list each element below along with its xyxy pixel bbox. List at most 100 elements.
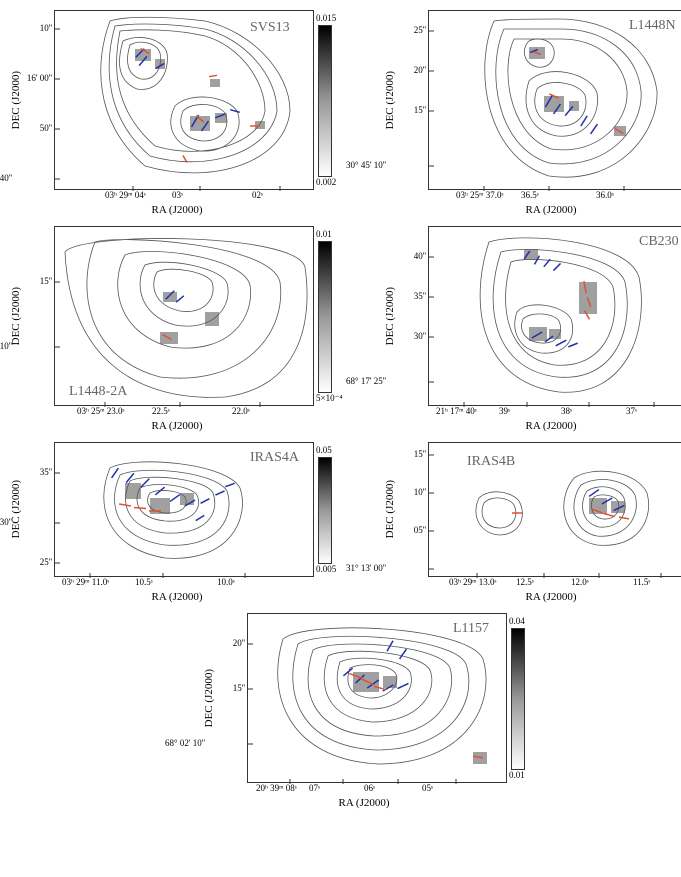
x-tick-label: 36.5ˢ: [521, 190, 539, 200]
x-axis-label: RA (J2000): [525, 420, 576, 432]
y-tick-label: 35'': [40, 467, 52, 477]
y-tick-label: 31° 13' 30'': [0, 517, 52, 527]
colorbar-max: 0.015: [316, 13, 336, 23]
colorbar: 0.050.005: [318, 442, 332, 577]
colorbar-min: 0.005: [316, 564, 336, 574]
colorbar: 0.040.01: [511, 613, 525, 783]
data-pixel: [163, 292, 177, 302]
chart-panel-l1448-2a: L1448-2A: [54, 226, 314, 406]
y-tick-label: 10'': [40, 23, 52, 33]
y-axis-label: DEC (J2000): [384, 71, 396, 129]
colorbar-max: 0.05: [316, 445, 332, 455]
polarization-vector: [201, 499, 210, 504]
y-axis-label: DEC (J2000): [384, 287, 396, 345]
contour: [109, 24, 277, 162]
colorbar: 0.0150.002: [318, 10, 332, 190]
polarization-vector: [170, 495, 180, 502]
polarization-vector: [619, 517, 629, 519]
polarization-vector: [225, 483, 234, 486]
y-tick-label: 25'': [40, 557, 52, 567]
contour: [485, 19, 657, 177]
y-axis-label: DEC (J2000): [10, 71, 22, 129]
y-tick-label: 50'': [40, 123, 52, 133]
polarization-vector: [112, 468, 119, 478]
y-tick-label: 35'': [414, 291, 426, 301]
data-pixel: [205, 312, 219, 326]
colorbar-min: 0.002: [316, 177, 336, 187]
colorbar-max: 0.01: [316, 229, 332, 239]
y-tick-label: 15'': [40, 276, 52, 286]
y-axis-label: DEC (J2000): [203, 669, 215, 727]
x-tick-label: 22.0ˢ: [232, 406, 250, 416]
y-tick-label: 10'': [414, 487, 426, 497]
contour: [506, 259, 615, 365]
panel-title: SVS13: [250, 20, 290, 35]
x-axis-label: RA (J2000): [338, 797, 389, 809]
y-tick-label: 68° 02' 10'': [165, 738, 245, 748]
polarization-vector: [215, 491, 224, 495]
contour: [114, 470, 229, 545]
panel-title: IRAS4B: [467, 454, 515, 469]
y-tick-label: 20'': [233, 638, 245, 648]
y-tick-label: 15'': [414, 105, 426, 115]
x-tick-label: 10.5ˢ: [135, 577, 153, 587]
chart-panel-svs13: SVS13: [54, 10, 314, 190]
x-tick-label: 39ˢ: [499, 406, 510, 416]
x-tick-label: 21ʰ 17ᵐ 40ˢ: [436, 406, 477, 416]
y-axis-label: DEC (J2000): [10, 480, 22, 538]
polarization-vector: [176, 296, 184, 302]
x-tick-label: 03ʰ 29ᵐ 04ˢ: [105, 190, 146, 200]
y-tick-label: 68° 17' 25'': [346, 376, 426, 386]
y-tick-label: 30'': [414, 331, 426, 341]
polarization-vector: [230, 110, 240, 113]
y-tick-label: 31° 15' 40'': [0, 173, 52, 183]
y-axis-label: DEC (J2000): [384, 480, 396, 538]
x-tick-label: 03ˢ: [172, 190, 183, 200]
x-tick-label: 12.0ˢ: [571, 577, 589, 587]
polarization-vector: [568, 343, 577, 347]
y-tick-label: 25'': [414, 25, 426, 35]
x-tick-label: 03ʰ 25ᵐ 23.0ˢ: [77, 406, 124, 416]
polarization-vector: [398, 683, 409, 688]
x-axis-label: RA (J2000): [151, 591, 202, 603]
y-tick-label: 20'': [414, 65, 426, 75]
colorbar: 0.015×10⁻⁴: [318, 226, 332, 406]
y-tick-label: 16' 00'': [27, 73, 52, 83]
data-pixel: [215, 113, 227, 123]
contour: [293, 636, 469, 750]
x-tick-label: 02ˢ: [252, 190, 263, 200]
contour: [118, 252, 251, 349]
x-axis-label: RA (J2000): [151, 204, 202, 216]
y-axis-label: DEC (J2000): [10, 287, 22, 345]
polarization-vector: [603, 513, 615, 516]
colorbar-min: 5×10⁻⁴: [316, 393, 342, 404]
x-tick-label: 20ʰ 39ᵐ 08ˢ: [256, 783, 297, 793]
x-tick-label: 03ʰ 29ᵐ 11.0ˢ: [62, 577, 109, 587]
y-tick-label: 05'': [414, 525, 426, 535]
colorbar-min: 0.01: [509, 770, 525, 780]
polarization-vector: [196, 515, 204, 520]
y-tick-label: 15'': [233, 683, 245, 693]
x-axis-label: RA (J2000): [151, 420, 202, 432]
y-tick-label: 15'': [414, 449, 426, 459]
y-tick-label: 30° 45' 10'': [0, 341, 52, 351]
x-tick-label: 07ˢ: [309, 783, 320, 793]
x-tick-label: 37ˢ: [626, 406, 637, 416]
contour: [493, 250, 627, 378]
contour: [104, 462, 243, 559]
x-tick-label: 36.0ˢ: [596, 190, 614, 200]
polarization-vector: [119, 504, 131, 506]
y-tick-label: 40'': [414, 251, 426, 261]
contour: [482, 498, 516, 528]
x-tick-label: 11.5ˢ: [633, 577, 650, 587]
polarization-vector: [400, 649, 407, 659]
chart-panel-l1448n: L1448N: [428, 10, 681, 190]
y-tick-label: 31° 13' 00'': [346, 563, 426, 573]
polarization-vector: [134, 507, 146, 508]
x-tick-label: 12.5ˢ: [516, 577, 534, 587]
contour: [154, 269, 213, 311]
x-tick-label: 38ˢ: [561, 406, 572, 416]
chart-panel-cb230: CB230: [428, 226, 681, 406]
panel-title: CB230: [639, 234, 679, 249]
contour: [496, 29, 641, 164]
